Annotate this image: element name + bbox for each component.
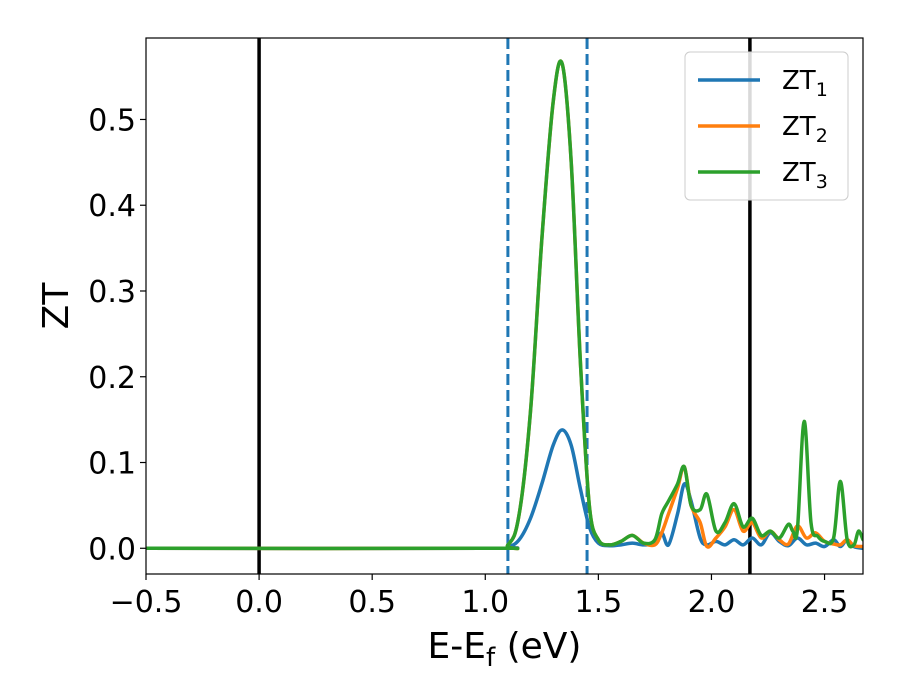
x-tick-label: 1.0 xyxy=(461,585,509,620)
legend-label-zt3: ZT3 xyxy=(782,158,828,193)
legend-label-zt2: ZT2 xyxy=(782,112,828,147)
y-axis-label: ZT xyxy=(36,282,77,330)
y-tick-label: 0.5 xyxy=(88,103,136,138)
y-tick-label: 0.0 xyxy=(88,532,136,567)
y-tick-label: 0.2 xyxy=(88,361,136,396)
x-tick-label: 2.0 xyxy=(688,585,736,620)
series-line-zt1 xyxy=(146,428,863,551)
plot-frame xyxy=(145,37,864,575)
x-tick-label: −0.5 xyxy=(110,585,183,620)
x-axis-ticks: −0.5 0.0 0.5 1.0 1.5 2.0 2.5 xyxy=(110,574,849,620)
x-tick-label: 0.0 xyxy=(235,585,283,620)
series-lines xyxy=(146,59,863,551)
y-axis-ticks: 0.0 0.1 0.2 0.3 0.4 0.5 xyxy=(88,103,146,567)
y-tick-label: 0.3 xyxy=(88,275,136,310)
legend: ZT1 ZT2 ZT3 xyxy=(684,51,849,201)
y-tick-label: 0.1 xyxy=(88,447,136,482)
y-tick-label: 0.4 xyxy=(88,189,136,224)
x-axis-label: E-Ef (eV) xyxy=(428,626,582,673)
legend-label-zt1: ZT1 xyxy=(782,66,828,101)
x-tick-label: 2.5 xyxy=(801,585,849,620)
legend-box xyxy=(684,51,849,201)
series-line-zt3 xyxy=(146,59,863,551)
x-tick-label: 0.5 xyxy=(348,585,396,620)
x-tick-label: 1.5 xyxy=(575,585,623,620)
